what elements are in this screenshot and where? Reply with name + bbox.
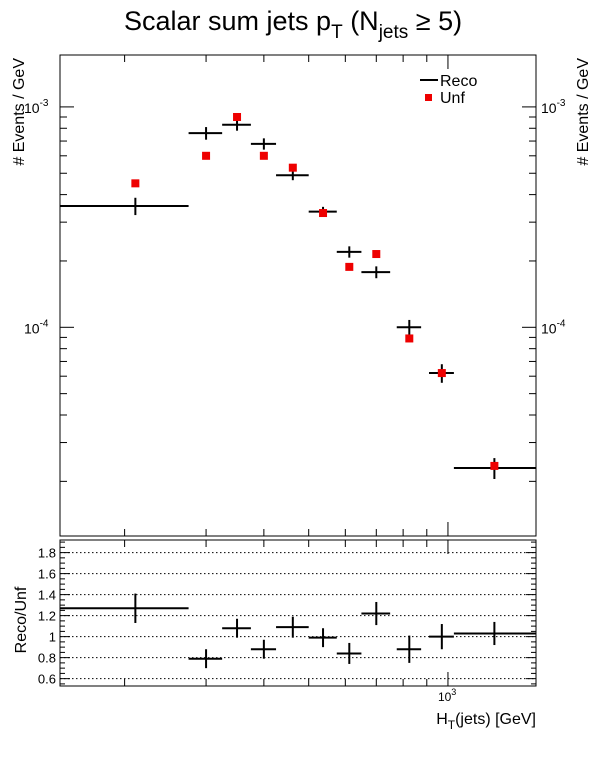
lower-y-ticks: 0.6 0.8 1 1.2 1.4 1.6 1.8 xyxy=(38,541,536,687)
ratio-point xyxy=(336,642,362,664)
reco-point xyxy=(188,127,223,140)
ratio-point xyxy=(222,618,251,638)
upper-y-ticks: 10-3 10-3 10-4 10-4 xyxy=(24,98,566,482)
y-axis-title-left: # Events / GeV xyxy=(11,58,28,166)
title-sub: T xyxy=(331,22,343,43)
reco-point xyxy=(222,119,251,131)
legend-unf-marker xyxy=(425,94,432,101)
x-axis-title: HT(jets) [GeV] xyxy=(436,711,536,732)
chart-title: Scalar sum jets pT (Njets ≥ 5) xyxy=(124,6,462,43)
unf-marker xyxy=(259,151,268,160)
upper-data-marks xyxy=(60,112,536,479)
lower-x-ticks: 103 xyxy=(124,540,456,704)
upper-y-tick-label-right: 10-3 xyxy=(541,98,566,116)
ratio-point xyxy=(308,628,337,648)
ratio-y-tick-label: 1.4 xyxy=(38,588,56,603)
upper-x-ticks xyxy=(124,55,449,536)
unf-marker xyxy=(288,163,297,172)
unf-marker xyxy=(372,250,381,259)
lower-grid xyxy=(60,552,536,680)
y-axis-title-right: # Events / GeV xyxy=(575,58,592,166)
unf-marker xyxy=(319,209,328,218)
unf-marker xyxy=(131,179,140,188)
reco-point xyxy=(276,170,309,181)
reco-point xyxy=(336,246,362,258)
ratio-point xyxy=(188,649,223,669)
ratio-y-tick-label: 1.6 xyxy=(38,567,56,582)
title-tail: ≥ 5) xyxy=(408,6,462,36)
x-axis-title-tail: (jets) [GeV] xyxy=(455,711,536,728)
reco-point xyxy=(60,197,189,216)
x-axis-title-sub: T xyxy=(448,718,456,732)
x-axis-title-main: H xyxy=(436,711,448,728)
title-sub2: jets xyxy=(378,22,409,43)
ratio-point xyxy=(453,621,536,646)
unf-marker xyxy=(202,151,211,160)
upper-y-tick-label-right: 10-4 xyxy=(541,318,566,336)
upper-y-tick-label: 10-4 xyxy=(24,318,49,336)
unf-marker xyxy=(233,112,242,121)
upper-y-tick-label: 10-3 xyxy=(24,98,49,116)
unf-marker xyxy=(345,262,354,271)
title-main: Scalar sum jets p xyxy=(124,6,331,36)
upper-plot-frame xyxy=(59,54,537,537)
unf-marker xyxy=(405,334,414,343)
ratio-y-axis-title: Reco/Unf xyxy=(13,586,30,653)
reco-point xyxy=(250,138,277,150)
ratio-point xyxy=(250,639,277,659)
legend-unf-label: Unf xyxy=(440,90,465,107)
ratio-y-tick-label: 1.8 xyxy=(38,546,56,561)
unf-marker xyxy=(490,461,499,470)
ratio-point xyxy=(429,624,454,650)
ratio-y-tick-label: 1.2 xyxy=(38,609,56,624)
ratio-y-tick-label: 1 xyxy=(49,630,56,645)
legend-reco-label: Reco xyxy=(440,73,477,90)
lower-data-marks xyxy=(60,593,536,669)
x-tick-label: 103 xyxy=(438,687,456,704)
ratio-point xyxy=(361,601,391,626)
lower-plot-frame xyxy=(59,539,537,687)
legend: Reco Unf xyxy=(420,73,477,107)
title-paren: (N xyxy=(343,6,379,36)
ratio-point xyxy=(276,616,309,638)
reco-point xyxy=(396,319,422,336)
ratio-point xyxy=(396,635,422,663)
ratio-point xyxy=(60,593,189,623)
reco-point xyxy=(361,266,391,279)
ratio-y-tick-label: 0.8 xyxy=(38,651,56,666)
ratio-y-tick-label: 0.6 xyxy=(38,672,56,687)
unf-marker xyxy=(437,369,446,378)
